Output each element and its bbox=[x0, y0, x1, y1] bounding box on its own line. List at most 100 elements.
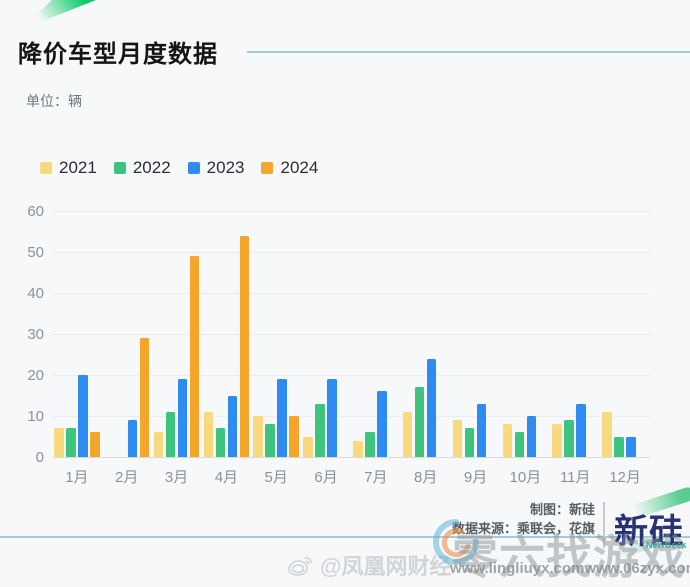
watermark-swirl-icon bbox=[433, 519, 479, 565]
bar-2021-11月 bbox=[552, 424, 562, 457]
watermark-url-2: www.06zyx.com bbox=[584, 560, 690, 577]
credits: 制图：新硅 数据来源：乘联会，花旗 bbox=[452, 500, 595, 538]
bar-2023-8月 bbox=[426, 358, 437, 457]
logo-subtext: NewGeek bbox=[646, 540, 687, 550]
unit-label: 单位：辆 bbox=[26, 93, 82, 109]
page-title: 降价车型月度数据 bbox=[18, 41, 218, 68]
x-axis-label-7月: 7月 bbox=[364, 469, 388, 486]
bar-2022-8月 bbox=[414, 387, 425, 457]
bar-group-3月 bbox=[152, 211, 202, 457]
y-axis-tick-10: 10 bbox=[27, 408, 44, 425]
watermark-text: 零六找游戏 bbox=[452, 531, 687, 583]
legend-item-2022: 2022 bbox=[113, 158, 171, 178]
legend-swatch-2023 bbox=[187, 162, 200, 174]
credit-source: 数据来源：乘联会，花旗 bbox=[451, 521, 595, 536]
x-axis-label-10月: 10月 bbox=[509, 469, 542, 486]
y-axis-tick-50: 50 bbox=[27, 244, 44, 261]
bar-2022-12月 bbox=[614, 436, 624, 457]
x-axis-label-8月: 8月 bbox=[414, 469, 438, 486]
x-axis-label-6月: 6月 bbox=[314, 469, 338, 486]
legend-swatch-2021 bbox=[40, 162, 52, 174]
logo-text: 新硅 bbox=[614, 513, 684, 551]
x-axis-label-1月: 1月 bbox=[65, 469, 89, 486]
bar-2024-2月 bbox=[139, 338, 150, 457]
legend-item-2021: 2021 bbox=[40, 158, 97, 178]
bar-2024-4月 bbox=[239, 235, 250, 457]
bar-2022-9月 bbox=[464, 428, 475, 457]
bar-2023-3月 bbox=[177, 379, 188, 457]
legend-label-2022: 2022 bbox=[132, 158, 171, 177]
gridline-20 bbox=[52, 375, 650, 376]
y-axis-tick-20: 20 bbox=[27, 367, 44, 384]
bar-group-12月 bbox=[600, 211, 650, 457]
bar-2023-4月 bbox=[227, 395, 238, 457]
bar-2023-5月 bbox=[277, 379, 287, 457]
y-axis-tick-30: 30 bbox=[27, 326, 44, 343]
gridline-40 bbox=[52, 293, 650, 294]
bar-group-9月 bbox=[451, 211, 501, 457]
credit-vertical-divider bbox=[603, 502, 605, 548]
x-axis-label-12月: 12月 bbox=[609, 469, 641, 486]
newgeek-logo: 新硅 NewGeek bbox=[605, 485, 690, 562]
bar-2022-4月 bbox=[215, 428, 226, 457]
x-axis-label-2月: 2月 bbox=[115, 469, 139, 486]
gridline-10 bbox=[52, 416, 650, 417]
chart-legend: 2021 2022 2023 2024 bbox=[40, 158, 318, 178]
bar-2023-10月 bbox=[526, 416, 537, 457]
legend-item-2024: 2024 bbox=[261, 158, 318, 178]
bar-2021-6月 bbox=[303, 436, 313, 457]
bar-2022-11月 bbox=[564, 420, 574, 457]
footer-divider-line bbox=[0, 536, 690, 538]
bar-group-7月 bbox=[351, 211, 401, 457]
x-axis-label-5月: 5月 bbox=[264, 469, 288, 486]
plot-area bbox=[52, 211, 650, 458]
bar-group-11月 bbox=[550, 211, 600, 457]
x-axis-label-3月: 3月 bbox=[164, 469, 189, 486]
bar-2022-6月 bbox=[315, 403, 325, 457]
legend-swatch-2024 bbox=[261, 162, 274, 174]
bar-2021-1月 bbox=[54, 428, 64, 457]
bar-2022-5月 bbox=[265, 424, 275, 457]
x-axis-label-11月: 11月 bbox=[559, 469, 591, 486]
bar-group-6月 bbox=[301, 211, 351, 457]
bar-2024-1月 bbox=[90, 432, 100, 457]
bar-2024-5月 bbox=[289, 416, 299, 457]
gridline-60 bbox=[52, 211, 650, 212]
bar-2021-9月 bbox=[452, 420, 463, 457]
y-axis-tick-60: 60 bbox=[27, 203, 44, 220]
bar-2021-7月 bbox=[353, 440, 363, 457]
bar-2023-12月 bbox=[626, 436, 636, 457]
bar-group-1月 bbox=[52, 211, 102, 457]
weibo-handle: @凤凰网财经 bbox=[320, 554, 452, 579]
bar-2023-9月 bbox=[476, 403, 487, 457]
bar-2021-5月 bbox=[253, 416, 263, 457]
y-axis-tick-0: 0 bbox=[35, 449, 44, 466]
x-axis-label-9月: 9月 bbox=[463, 469, 488, 486]
legend-label-2021: 2021 bbox=[59, 158, 97, 177]
bar-2023-1月 bbox=[78, 375, 88, 457]
bar-group-5月 bbox=[251, 211, 301, 457]
bar-2022-10月 bbox=[514, 432, 525, 457]
legend-swatch-2022 bbox=[113, 162, 126, 174]
credit-author: 制图：新硅 bbox=[529, 502, 595, 517]
bar-2023-11月 bbox=[576, 403, 586, 457]
legend-item-2023: 2023 bbox=[187, 158, 245, 178]
bar-2023-6月 bbox=[327, 379, 337, 457]
bar-group-2月 bbox=[102, 211, 152, 457]
title-accent-line bbox=[247, 51, 690, 53]
y-axis-tick-40: 40 bbox=[27, 285, 44, 302]
bar-2024-3月 bbox=[189, 256, 200, 457]
bar-2022-1月 bbox=[66, 428, 76, 457]
bar-2021-3月 bbox=[153, 432, 164, 457]
gridline-50 bbox=[52, 252, 650, 253]
bar-2023-2月 bbox=[127, 420, 138, 457]
watermark-urls: www.lingliuyx.com www.06zyx.com bbox=[450, 560, 690, 577]
weibo-watermark: @凤凰网财经 bbox=[288, 549, 451, 581]
bar-2023-7月 bbox=[377, 391, 387, 457]
bar-2021-8月 bbox=[402, 411, 413, 457]
legend-label-2023: 2023 bbox=[206, 158, 245, 177]
gridline-0 bbox=[52, 457, 650, 458]
legend-label-2024: 2024 bbox=[280, 158, 319, 177]
watermark-url-1: www.lingliuyx.com bbox=[450, 560, 585, 577]
